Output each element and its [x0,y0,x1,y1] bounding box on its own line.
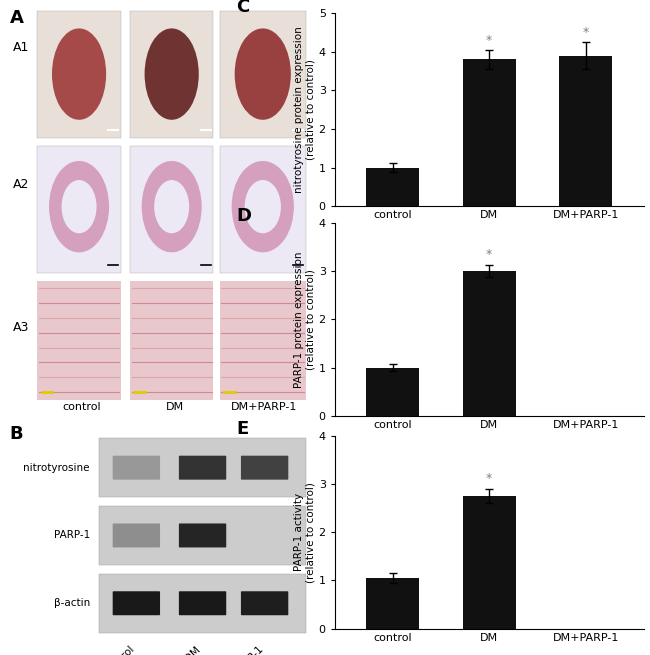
Text: PARP-1: PARP-1 [53,531,90,540]
Bar [463,496,515,629]
Bar [559,56,612,206]
Ellipse shape [52,28,106,120]
Text: DM+PARP-1: DM+PARP-1 [214,644,265,655]
FancyBboxPatch shape [38,10,121,138]
Ellipse shape [144,28,199,120]
FancyBboxPatch shape [179,456,226,479]
Ellipse shape [231,161,294,252]
Bar [463,60,515,206]
Y-axis label: PARP-1 activity
(relative to control): PARP-1 activity (relative to control) [294,481,316,583]
FancyBboxPatch shape [179,591,226,615]
FancyBboxPatch shape [220,281,306,400]
FancyBboxPatch shape [38,145,121,272]
FancyBboxPatch shape [99,574,306,633]
FancyBboxPatch shape [112,456,160,479]
FancyBboxPatch shape [130,10,213,138]
FancyBboxPatch shape [241,591,289,615]
Text: *: * [486,472,492,485]
Y-axis label: PARP-1 protein expression
(relative to control): PARP-1 protein expression (relative to c… [294,251,316,388]
Text: A2: A2 [13,178,29,191]
Text: E: E [236,420,248,438]
Bar [366,578,419,629]
Text: DM: DM [166,402,184,412]
Ellipse shape [235,28,291,120]
FancyBboxPatch shape [179,523,226,548]
Text: *: * [582,26,589,39]
Text: nitrotyrosine: nitrotyrosine [23,462,90,473]
Bar [366,168,419,206]
Text: β-actin: β-actin [53,598,90,608]
FancyBboxPatch shape [99,438,306,497]
FancyBboxPatch shape [112,523,160,548]
FancyBboxPatch shape [241,456,289,479]
Text: D: D [236,207,251,225]
Text: A: A [10,9,23,27]
Ellipse shape [62,180,97,233]
Text: C: C [236,0,249,16]
Text: DM: DM [183,644,203,655]
Text: A3: A3 [13,322,29,335]
Text: control: control [63,402,101,412]
Text: A1: A1 [13,41,29,54]
FancyBboxPatch shape [130,281,213,400]
Text: *: * [486,33,492,47]
FancyBboxPatch shape [112,591,160,615]
Ellipse shape [154,180,189,233]
Bar [366,367,419,416]
FancyBboxPatch shape [220,10,306,138]
Bar [463,271,515,416]
Ellipse shape [244,180,281,233]
Y-axis label: nitrotyrosine protein expression
(relative to control): nitrotyrosine protein expression (relati… [294,26,316,193]
FancyBboxPatch shape [99,506,306,565]
Ellipse shape [49,161,109,252]
FancyBboxPatch shape [38,281,121,400]
FancyBboxPatch shape [130,145,213,272]
Text: *: * [486,248,492,261]
Text: B: B [10,424,23,443]
FancyBboxPatch shape [220,145,306,272]
Ellipse shape [142,161,202,252]
Text: DM+PARP-1: DM+PARP-1 [231,402,298,412]
Text: control: control [103,644,136,655]
